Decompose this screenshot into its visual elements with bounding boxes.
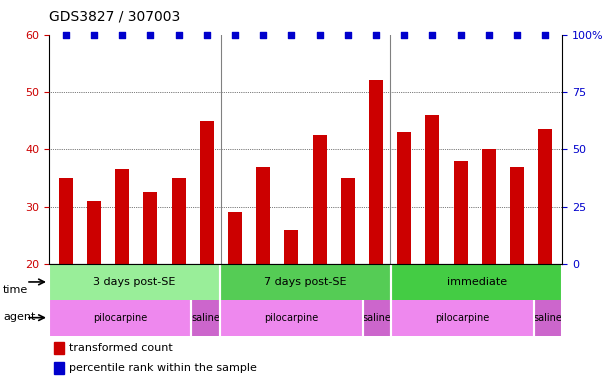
Point — [202, 31, 211, 38]
Bar — [256, 167, 270, 264]
Bar — [391, 264, 562, 300]
Bar — [115, 169, 130, 264]
Text: saline: saline — [533, 313, 562, 323]
Text: agent: agent — [3, 312, 35, 322]
Point — [145, 31, 155, 38]
Bar — [200, 121, 214, 264]
Text: GDS3827 / 307003: GDS3827 / 307003 — [49, 9, 180, 23]
Bar — [453, 161, 467, 264]
Point — [540, 31, 550, 38]
Bar — [172, 178, 186, 264]
Bar — [391, 300, 533, 336]
Text: pilocarpine: pilocarpine — [435, 313, 489, 323]
Point — [400, 31, 409, 38]
Point — [484, 31, 494, 38]
Point — [258, 31, 268, 38]
Text: percentile rank within the sample: percentile rank within the sample — [70, 363, 257, 373]
Text: saline: saline — [191, 313, 220, 323]
Point — [230, 31, 240, 38]
Point — [61, 31, 71, 38]
Bar — [533, 300, 562, 336]
Text: 3 days post-SE: 3 days post-SE — [93, 277, 175, 287]
Point — [287, 31, 296, 38]
Text: 7 days post-SE: 7 days post-SE — [264, 277, 347, 287]
Bar — [425, 115, 439, 264]
Point — [117, 31, 127, 38]
Point — [89, 31, 99, 38]
Bar — [538, 129, 552, 264]
Bar — [284, 230, 298, 264]
Text: saline: saline — [362, 313, 391, 323]
Text: pilocarpine: pilocarpine — [264, 313, 318, 323]
Bar — [228, 212, 242, 264]
Text: immediate: immediate — [447, 277, 507, 287]
Bar — [369, 81, 383, 264]
Bar — [397, 132, 411, 264]
Point — [456, 31, 466, 38]
Bar — [220, 264, 391, 300]
Point — [174, 31, 183, 38]
Text: pilocarpine: pilocarpine — [93, 313, 147, 323]
Point — [315, 31, 324, 38]
Bar — [362, 300, 391, 336]
Bar — [54, 362, 64, 374]
Bar — [481, 149, 496, 264]
Point — [343, 31, 353, 38]
Bar — [510, 167, 524, 264]
Text: time: time — [3, 285, 28, 295]
Bar — [87, 201, 101, 264]
Bar — [59, 178, 73, 264]
Bar — [191, 300, 220, 336]
Bar — [341, 178, 355, 264]
Bar — [313, 135, 327, 264]
Point — [512, 31, 522, 38]
Bar — [49, 300, 191, 336]
Bar — [54, 342, 64, 354]
Bar — [144, 192, 158, 264]
Point — [428, 31, 437, 38]
Bar — [220, 300, 362, 336]
Point — [371, 31, 381, 38]
Bar — [49, 264, 220, 300]
Text: transformed count: transformed count — [70, 343, 173, 353]
